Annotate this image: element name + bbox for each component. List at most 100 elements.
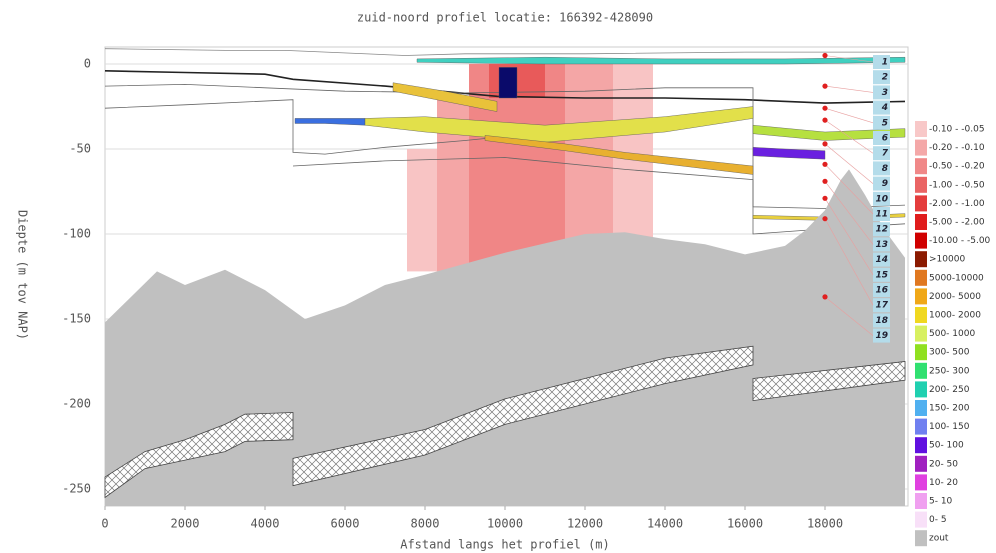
legend-label: >10000: [929, 255, 965, 265]
aquitard-layer: [416, 56, 906, 65]
well-link: [824, 198, 874, 275]
legend-label: 0- 5: [929, 515, 947, 525]
layer-boundary: [104, 70, 906, 104]
legend-label: 2000- 5000: [929, 292, 981, 302]
filter-label: 19: [875, 331, 888, 341]
legend-swatch: [915, 381, 927, 398]
well-link: [824, 181, 874, 245]
x-tick-label: 18000: [807, 517, 843, 531]
filter-label: 12: [875, 225, 888, 235]
legend-swatch: [915, 418, 927, 435]
layer-boundary: [104, 83, 906, 235]
filter-label: 5: [882, 118, 888, 128]
filter-box: [873, 207, 890, 221]
y-tick-label: 0: [84, 57, 91, 71]
well-link: [824, 85, 874, 93]
legend-label: 150- 200: [929, 404, 970, 414]
y-axis-label: Diepte (m tov NAP): [16, 210, 30, 340]
legend-label: 20- 50: [929, 459, 958, 469]
well-point: [822, 117, 828, 123]
drawdown-zone: [565, 64, 613, 251]
filter-label: 17: [875, 301, 888, 311]
legend-label: 1000- 2000: [929, 311, 981, 321]
filter-box: [873, 222, 890, 237]
filter-label: 11: [875, 210, 888, 220]
well-link: [824, 164, 874, 215]
legend-swatch: [915, 158, 927, 175]
x-tick-label: 4000: [251, 517, 280, 531]
filter-label: 16: [875, 286, 888, 296]
filter-label: 3: [882, 88, 888, 98]
x-tick-label: 6000: [331, 517, 360, 531]
legend-swatch: [915, 344, 927, 361]
filter-box: [873, 176, 890, 191]
well-point: [822, 141, 828, 147]
filter-label: 7: [882, 149, 889, 159]
layer-boundary: [104, 48, 905, 56]
filter-box: [873, 328, 890, 343]
filter-box: [873, 85, 890, 100]
y-tick-label: -50: [69, 142, 91, 156]
aquitard-layer: [484, 135, 754, 175]
legend-label: -10.00 - -5.00: [929, 236, 991, 246]
legend-label: -2.00 - -1.00: [929, 199, 985, 209]
x-tick-label: 14000: [647, 517, 683, 531]
legend-swatch: [915, 232, 927, 249]
well-link: [824, 296, 874, 336]
legend-swatch: [915, 139, 927, 156]
legend-label: 5- 10: [929, 497, 953, 507]
legend-swatch: [915, 307, 927, 323]
legend-label: 100- 150: [929, 422, 970, 432]
legend-label: 5000-10000: [929, 273, 984, 283]
legend-swatch: [915, 325, 927, 342]
filter-box: [873, 313, 890, 328]
legend-label: 50- 100: [929, 441, 964, 451]
well-point: [822, 178, 828, 184]
hatched-zone: [752, 361, 906, 402]
legend-swatch: [915, 530, 927, 547]
legend-swatch: [915, 195, 927, 212]
filter-box: [873, 298, 890, 313]
well-point: [822, 52, 828, 59]
filter-box: [873, 161, 890, 176]
y-tick-label: -250: [62, 482, 91, 496]
legend-label: 300- 500: [929, 348, 970, 358]
x-tick-label: 16000: [727, 517, 763, 531]
legend-label: 10- 20: [929, 478, 958, 488]
legend-label: 250- 300: [929, 366, 970, 376]
hatched-zone: [292, 345, 754, 487]
legend-swatch: [915, 269, 927, 286]
legend-label: 500- 1000: [929, 329, 975, 339]
aquitard-layer: [392, 82, 498, 112]
aquitard-layer: [498, 67, 518, 99]
drawdown-zone: [407, 149, 437, 272]
well-point: [822, 216, 828, 222]
well-link: [824, 119, 874, 154]
legend-label: -5.00 - -2.00: [929, 218, 985, 228]
x-tick-label: 10000: [487, 517, 523, 531]
filter-label: 1: [882, 58, 888, 68]
aquitard-layer: [752, 147, 826, 160]
legend-swatch: [915, 474, 927, 491]
well-link: [824, 218, 874, 306]
aquitard-layer: [752, 124, 906, 141]
filter-label: 14: [875, 255, 888, 265]
well-link: [824, 143, 874, 184]
salt-body: [105, 169, 905, 506]
legend-swatch: [915, 251, 927, 268]
filter-box: [873, 191, 890, 206]
filter-box: [873, 283, 890, 297]
filter-box: [873, 115, 890, 130]
x-tick-label: 2000: [171, 517, 200, 531]
filter-box: [873, 55, 890, 69]
filter-box: [873, 237, 890, 252]
legend-label: -0.20 - -0.10: [929, 143, 985, 153]
legend-swatch: [915, 511, 927, 528]
filter-label: 9: [882, 179, 888, 189]
well-point: [822, 161, 828, 167]
well-link: [824, 55, 874, 63]
legend-swatch: [915, 121, 927, 137]
legend-label: zout: [929, 534, 949, 544]
well-point: [822, 83, 828, 89]
